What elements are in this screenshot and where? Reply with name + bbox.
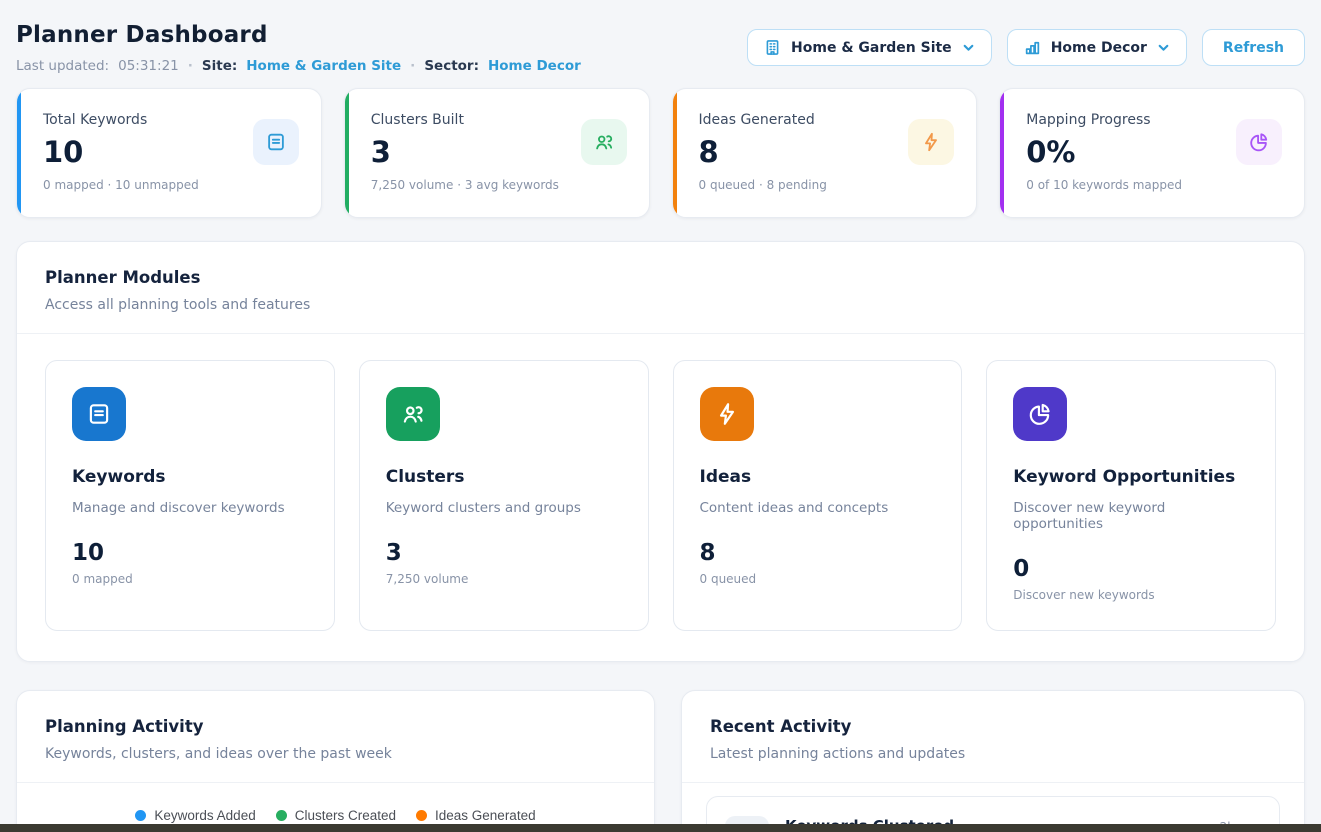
planning-activity-subtitle: Keywords, clusters, and ideas over the p… [45, 746, 626, 762]
module-subtitle: Discover new keywords [1013, 588, 1249, 602]
stat-subtitle: 0 queued · 8 pending [699, 178, 827, 192]
header-left: Planner Dashboard Last updated: 05:31:21… [16, 22, 581, 74]
site-selector-value: Home & Garden Site [791, 40, 952, 56]
stat-title: Clusters Built [371, 112, 559, 128]
building-icon [764, 39, 781, 56]
meta-separator: · [188, 58, 193, 74]
stat-card-mapping-progress: Mapping Progress 0% 0 of 10 keywords map… [999, 88, 1305, 218]
stat-accent-bar [345, 89, 349, 217]
stat-accent-bar [673, 89, 677, 217]
stat-accent-bar [17, 89, 21, 217]
recent-activity-panel: Recent Activity Latest planning actions … [681, 690, 1305, 832]
stats-row: Total Keywords 10 0 mapped · 10 unmapped… [16, 88, 1305, 218]
legend-dot-blue [135, 810, 146, 821]
legend-label: Keywords Added [154, 808, 255, 823]
legend-label: Ideas Generated [435, 808, 536, 823]
stat-value: 3 [371, 135, 559, 169]
module-card-clusters[interactable]: Clusters Keyword clusters and groups 3 7… [359, 360, 649, 631]
document-icon [253, 119, 299, 165]
modules-grid: Keywords Manage and discover keywords 10… [17, 334, 1304, 661]
modules-title: Planner Modules [45, 268, 1276, 287]
module-title: Keywords [72, 467, 308, 487]
lightning-icon [700, 387, 754, 441]
stat-value: 8 [699, 135, 827, 169]
recent-activity-subtitle: Latest planning actions and updates [710, 746, 1276, 762]
module-value: 3 [386, 540, 622, 566]
stat-title: Mapping Progress [1026, 112, 1182, 128]
module-value: 10 [72, 540, 308, 566]
module-value: 0 [1013, 556, 1249, 582]
module-title: Clusters [386, 467, 622, 487]
chevron-down-icon [962, 41, 975, 54]
module-description: Discover new keyword opportunities [1013, 500, 1249, 532]
sector-selector-dropdown[interactable]: Home Decor [1007, 29, 1187, 66]
sector-link[interactable]: Home Decor [488, 58, 581, 74]
chevron-down-icon [1157, 41, 1170, 54]
pie-chart-icon [1013, 387, 1067, 441]
legend-item-ideas-generated[interactable]: Ideas Generated [416, 808, 536, 823]
module-value: 8 [700, 540, 936, 566]
page-header: Planner Dashboard Last updated: 05:31:21… [16, 0, 1305, 74]
stat-title: Total Keywords [43, 112, 199, 128]
chart-legend: Keywords Added Clusters Created Ideas Ge… [17, 808, 654, 823]
header-meta: Last updated: 05:31:21 · Site: Home & Ga… [16, 58, 581, 74]
legend-label: Clusters Created [295, 808, 396, 823]
users-icon [581, 119, 627, 165]
planner-dashboard-page: Planner Dashboard Last updated: 05:31:21… [0, 0, 1321, 832]
stat-value: 10 [43, 135, 199, 169]
planning-activity-panel: Planning Activity Keywords, clusters, an… [16, 690, 655, 832]
divider [17, 782, 654, 783]
users-icon [386, 387, 440, 441]
module-description: Manage and discover keywords [72, 500, 308, 516]
module-subtitle: 0 mapped [72, 572, 308, 586]
recent-activity-title: Recent Activity [710, 717, 1276, 736]
stat-subtitle: 0 mapped · 10 unmapped [43, 178, 199, 192]
refresh-button[interactable]: Refresh [1202, 29, 1305, 66]
meta-separator: · [410, 58, 415, 74]
module-card-keyword-opportunities[interactable]: Keyword Opportunities Discover new keywo… [986, 360, 1276, 631]
sector-label: Sector: [424, 58, 479, 74]
pie-chart-icon [1236, 119, 1282, 165]
module-card-ideas[interactable]: Ideas Content ideas and concepts 8 0 que… [673, 360, 963, 631]
last-updated-label: Last updated: [16, 58, 109, 74]
stat-card-clusters-built: Clusters Built 3 7,250 volume · 3 avg ke… [344, 88, 650, 218]
planning-activity-title: Planning Activity [45, 717, 626, 736]
site-selector-dropdown[interactable]: Home & Garden Site [747, 29, 992, 66]
document-icon [72, 387, 126, 441]
header-controls: Home & Garden Site Home Decor Refresh [747, 29, 1305, 66]
module-title: Ideas [700, 467, 936, 487]
legend-item-clusters-created[interactable]: Clusters Created [276, 808, 396, 823]
page-title: Planner Dashboard [16, 22, 581, 48]
module-description: Keyword clusters and groups [386, 500, 622, 516]
stat-subtitle: 0 of 10 keywords mapped [1026, 178, 1182, 192]
legend-dot-green [276, 810, 287, 821]
module-card-keywords[interactable]: Keywords Manage and discover keywords 10… [45, 360, 335, 631]
window-bottom-edge [0, 824, 1321, 832]
module-description: Content ideas and concepts [700, 500, 936, 516]
site-label: Site: [202, 58, 237, 74]
module-subtitle: 7,250 volume [386, 572, 622, 586]
stat-value: 0% [1026, 135, 1182, 169]
stat-accent-bar [1000, 89, 1004, 217]
stat-title: Ideas Generated [699, 112, 827, 128]
refresh-button-label: Refresh [1223, 40, 1284, 56]
modules-subtitle: Access all planning tools and features [45, 297, 1276, 313]
legend-dot-orange [416, 810, 427, 821]
site-link[interactable]: Home & Garden Site [246, 58, 401, 74]
stat-subtitle: 7,250 volume · 3 avg keywords [371, 178, 559, 192]
module-title: Keyword Opportunities [1013, 467, 1249, 487]
module-subtitle: 0 queued [700, 572, 936, 586]
last-updated-value: 05:31:21 [118, 58, 179, 74]
stat-card-total-keywords: Total Keywords 10 0 mapped · 10 unmapped [16, 88, 322, 218]
bottom-row: Planning Activity Keywords, clusters, an… [16, 690, 1305, 832]
stat-card-ideas-generated: Ideas Generated 8 0 queued · 8 pending [672, 88, 978, 218]
bar-chart-icon [1024, 39, 1041, 56]
sector-selector-value: Home Decor [1051, 40, 1147, 56]
planner-modules-panel: Planner Modules Access all planning tool… [16, 241, 1305, 662]
legend-item-keywords-added[interactable]: Keywords Added [135, 808, 255, 823]
lightning-icon [908, 119, 954, 165]
